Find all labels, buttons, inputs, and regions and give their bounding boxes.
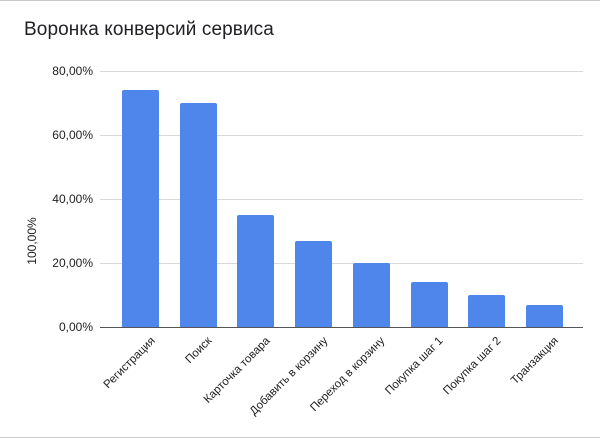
x-tick-label: Транзакция: [509, 335, 562, 387]
y-tick-label: 80,00%: [52, 64, 93, 78]
bar-search[interactable]: [179, 103, 217, 327]
gridline: [100, 135, 583, 136]
gridline: [100, 71, 583, 72]
gridline: [100, 199, 583, 200]
x-tick-label: Покупка шаг 2: [440, 335, 504, 398]
x-tick-label: Поиск: [183, 335, 215, 367]
bar-purchase-step-2[interactable]: [468, 295, 506, 327]
y-tick-label: 40,00%: [52, 192, 93, 206]
y-tick-label: 20,00%: [52, 256, 93, 270]
y-axis-title: 100,00%: [25, 217, 39, 265]
bar-add-to-cart[interactable]: [295, 240, 333, 327]
bar-transaction[interactable]: [525, 304, 563, 327]
bar-go-to-cart[interactable]: [352, 263, 390, 327]
bar-purchase-step-1[interactable]: [410, 282, 448, 327]
x-tick-label: Покупка шаг 1: [383, 335, 446, 398]
x-axis-line: [100, 327, 583, 328]
bar-registration[interactable]: [122, 90, 159, 327]
bar-product-card[interactable]: [237, 215, 275, 327]
gridline: [100, 263, 583, 264]
x-tick-label: Регистрация: [101, 335, 158, 392]
chart-title: Воронка конверсий сервиса: [24, 19, 274, 40]
y-tick-label: 60,00%: [52, 128, 93, 142]
y-tick-label: 0,00%: [58, 320, 93, 334]
